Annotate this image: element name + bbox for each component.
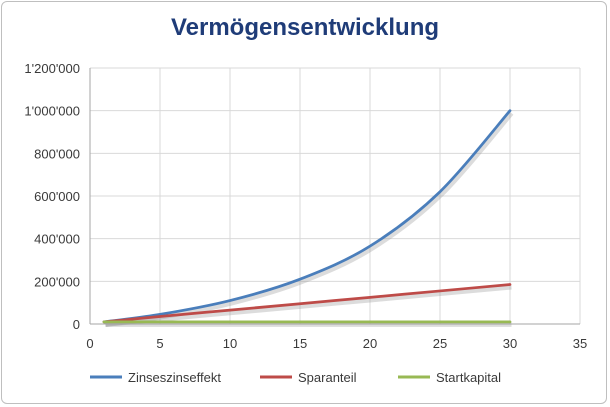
- y-tick-label: 1'000'000: [24, 104, 80, 119]
- series-line-zinseszinseffekt: [102, 109, 512, 324]
- legend-item: Sparanteil: [260, 370, 357, 385]
- series-layer: [102, 109, 514, 327]
- y-tick-label: 200'000: [34, 274, 80, 289]
- x-tick-label: 15: [293, 336, 307, 351]
- x-tick-label: 35: [573, 336, 587, 351]
- legend: Zinseszinseffekt Sparanteil Startkapital: [90, 370, 501, 385]
- x-tick-label: 25: [433, 336, 447, 351]
- legend-item: Startkapital: [398, 370, 501, 385]
- axis-layer: 0 200'000 400'000 600'000 800'000 1'000'000 1'…: [24, 61, 587, 351]
- x-tick-label: 30: [503, 336, 517, 351]
- y-tick-label: 400'000: [34, 232, 80, 247]
- y-tick-label: 0: [73, 317, 80, 332]
- y-tick-label: 600'000: [34, 189, 80, 204]
- series-line-sparanteil: [102, 283, 512, 324]
- y-tick-label: 800'000: [34, 146, 80, 161]
- x-tick-label: 20: [363, 336, 377, 351]
- legend-item: Zinseszinseffekt: [90, 370, 221, 385]
- legend-label: Startkapital: [436, 370, 501, 385]
- legend-label: Sparanteil: [298, 370, 357, 385]
- x-tick-label: 0: [86, 336, 93, 351]
- series-shadow: [105, 284, 512, 327]
- x-tick-label: 5: [156, 336, 163, 351]
- legend-label: Zinseszinseffekt: [128, 370, 221, 385]
- x-tick-label: 10: [223, 336, 237, 351]
- grid-layer: [89, 67, 581, 325]
- y-tick-label: 1'200'000: [24, 61, 80, 76]
- chart-title: Vermögensentwicklung: [170, 14, 440, 41]
